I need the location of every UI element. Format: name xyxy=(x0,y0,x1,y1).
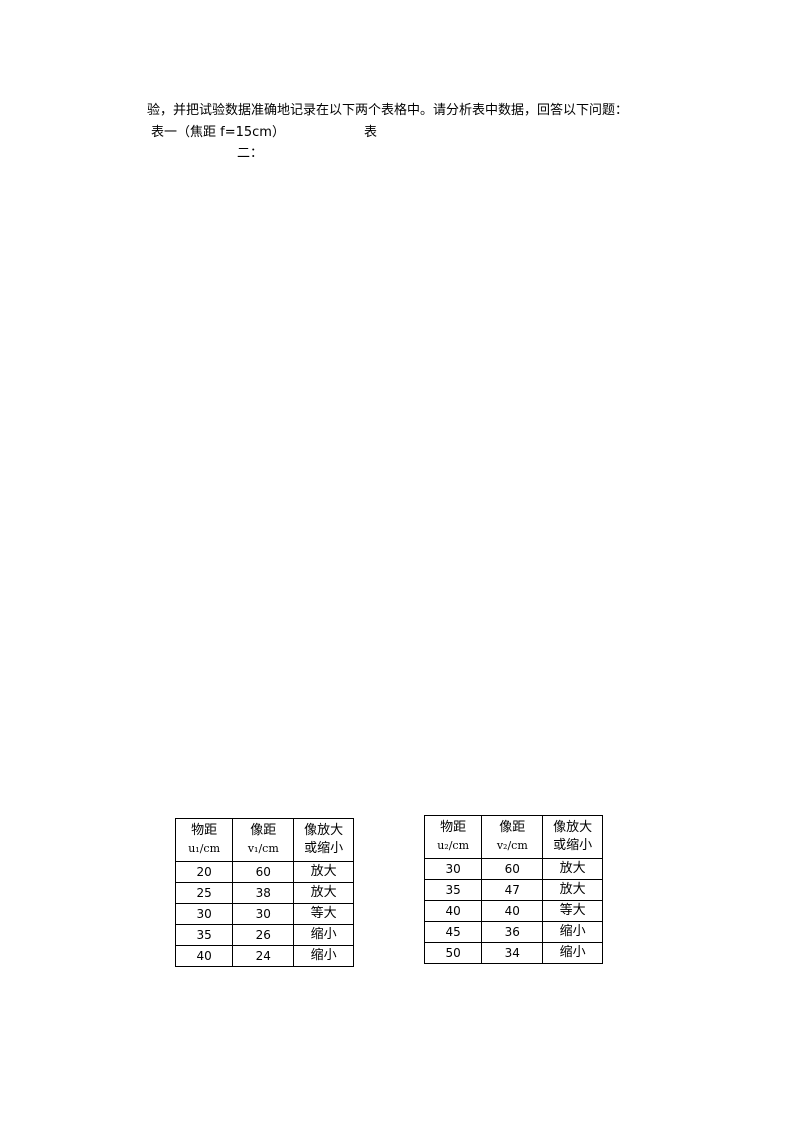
table-cell: 24 xyxy=(232,945,295,967)
table-row: 50 34 缩小 xyxy=(423,942,603,964)
table-cell: 35 xyxy=(174,924,234,946)
table-cell: 放大 xyxy=(293,861,354,883)
intro-text: 验，并把试验数据准确地记录在以下两个表格中。请分析表中数据，回答以下问题： xyxy=(147,103,629,118)
table-cell: 45 xyxy=(423,921,483,943)
header-text: u₂/cm xyxy=(437,839,470,852)
table-row: 40 40 等大 xyxy=(423,900,603,922)
table-cell: 放大 xyxy=(542,879,603,901)
table-row: 25 38 放大 xyxy=(174,882,354,904)
header-text: 物距 xyxy=(191,823,218,838)
header-cell: 像距 v₂/cm xyxy=(481,815,544,859)
table-cell: 40 xyxy=(481,900,544,922)
header-cell: 像放大 或缩小 xyxy=(293,818,354,862)
table-cell: 缩小 xyxy=(293,945,354,967)
table-cell: 34 xyxy=(481,942,544,964)
table-one: 物距 u₁/cm 像距 v₁/cm 像放大 或缩小 20 60 放大 25 38 放大 30 30 等大 35… xyxy=(174,818,354,967)
table-cell: 47 xyxy=(481,879,544,901)
table-row: 45 36 缩小 xyxy=(423,921,603,943)
table-cell: 25 xyxy=(174,882,234,904)
table-cell: 30 xyxy=(232,903,295,925)
table-row: 35 26 缩小 xyxy=(174,924,354,946)
header-text: u₁/cm xyxy=(188,842,221,855)
table-cell: 等大 xyxy=(293,903,354,925)
table-cell: 50 xyxy=(423,942,483,964)
table2-caption-part1: 表 xyxy=(364,125,378,140)
table-row: 20 60 放大 xyxy=(174,861,354,883)
table-cell: 放大 xyxy=(542,858,603,880)
table-cell: 60 xyxy=(481,858,544,880)
header-text: 或缩小 xyxy=(553,838,593,853)
header-text: 像放大 xyxy=(304,823,344,838)
header-row: 物距 u₂/cm 像距 v₂/cm 像放大或缩小 xyxy=(423,815,603,859)
table-row: 40 24 缩小 xyxy=(174,945,354,967)
table-row: 30 30 等大 xyxy=(174,903,354,925)
header-text: 像距 xyxy=(250,823,277,838)
table1-caption: 表一（焦距 f=15cm） xyxy=(151,125,285,140)
header-text: 或缩小 xyxy=(304,841,344,856)
header-text: 物距 xyxy=(440,820,467,835)
header-cell: 像放大 或缩小 xyxy=(542,815,603,859)
table-row: 35 47 放大 xyxy=(423,879,603,901)
table-cell: 30 xyxy=(174,903,234,925)
table-cell: 缩小 xyxy=(293,924,354,946)
table-cell: 40 xyxy=(423,900,483,922)
table-row: 30 60 放大 xyxy=(423,858,603,880)
table-cell: 60 xyxy=(232,861,295,883)
table-cell: 26 xyxy=(232,924,295,946)
table-cell: 20 xyxy=(174,861,234,883)
table-cell: 40 xyxy=(174,945,234,967)
table-cell: 等大 xyxy=(542,900,603,922)
table-cell: 38 xyxy=(232,882,295,904)
table-two: 物距 u₂/cm 像距 v₂/cm 像放大 或缩小 30 60 放大 35 47 放大 40 40 等大 45… xyxy=(423,815,603,964)
header-text: 像放大 xyxy=(553,820,593,835)
header-text: 像距 xyxy=(499,820,526,835)
header-cell: 物距 u₂/cm xyxy=(423,815,483,859)
header-text: v₁/cm xyxy=(247,842,279,855)
header-cell: 物距 u₁/cm xyxy=(174,818,234,862)
table2-caption-part2: 二： xyxy=(237,146,264,161)
table-cell: 35 xyxy=(423,879,483,901)
table-cell: 放大 xyxy=(293,882,354,904)
table-cell: 30 xyxy=(423,858,483,880)
table-cell: 缩小 xyxy=(542,942,603,964)
header-row: 物距 u₁/cm 像距 v₁/cm 像放大或缩小 xyxy=(174,818,354,862)
header-text: v₂/cm xyxy=(496,839,528,852)
table-cell: 36 xyxy=(481,921,544,943)
header-cell: 像距 v₁/cm xyxy=(232,818,295,862)
table-cell: 缩小 xyxy=(542,921,603,943)
